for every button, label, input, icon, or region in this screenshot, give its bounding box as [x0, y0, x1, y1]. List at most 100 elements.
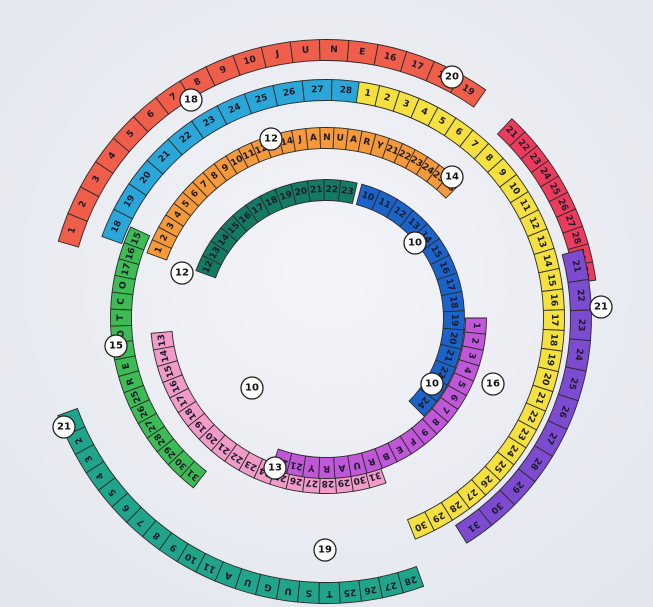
cell-label: U — [284, 585, 293, 596]
cell-label: 9 — [496, 167, 508, 178]
cell-label: T — [116, 314, 126, 321]
cell-label: 25 — [130, 389, 144, 404]
badge-circle — [240, 376, 264, 400]
calendar-cell — [406, 511, 435, 540]
band-october: 151617OCTOBER25262728293031 — [110, 226, 207, 489]
cell-label: A — [338, 462, 346, 473]
cell-label: 13 — [534, 234, 548, 249]
cell-label: R — [323, 463, 330, 473]
cell-label: E — [121, 362, 132, 370]
calendar-cell — [454, 508, 493, 544]
cell-label: 26 — [555, 197, 569, 213]
cell-label: A — [349, 135, 357, 146]
cell-label: S — [305, 587, 312, 597]
badge-circle — [440, 165, 464, 189]
cell-label: 9 — [418, 426, 429, 438]
cell-label: 7 — [136, 516, 147, 528]
cell-label: U — [352, 459, 361, 470]
cell-label: 30 — [413, 518, 429, 532]
cell-label: 3 — [466, 351, 477, 360]
badge-circle — [313, 538, 337, 562]
badge-circle — [440, 65, 464, 89]
cell-label: 5 — [181, 199, 193, 210]
cell-label: 26 — [556, 404, 570, 419]
cell-label: 15 — [545, 273, 557, 287]
cell-label: 12 — [526, 216, 540, 232]
cell-label: 17 — [443, 278, 456, 293]
cell-label: 26 — [289, 474, 303, 486]
badge-circle — [481, 372, 505, 396]
cell-label: 15 — [130, 231, 144, 246]
cell-label: 16 — [437, 260, 451, 275]
cell-label: 22 — [397, 149, 413, 163]
cell-label: 3 — [84, 453, 96, 463]
cell-label: 8 — [152, 529, 163, 541]
cell-label: 14 — [540, 254, 553, 269]
cell-label: 7 — [468, 139, 479, 151]
cell-label: 27 — [383, 579, 398, 592]
band-december: 13141516171819202122232425262728293031 — [150, 330, 387, 494]
cell-label: J — [274, 49, 280, 60]
cell-label: 21 — [385, 144, 400, 158]
cell-label: 4 — [419, 106, 429, 118]
cell-label: 29 — [337, 476, 351, 487]
cell-label: 18 — [110, 219, 124, 234]
cell-label: 4 — [95, 470, 107, 481]
badge-circle — [589, 295, 613, 319]
cell-label: 4 — [107, 150, 119, 161]
cell-label: 21 — [442, 348, 455, 363]
cell-label: B — [380, 450, 390, 462]
band-november: 1 234567891011121314151617181920212223242… — [355, 81, 565, 540]
cell-label: N — [323, 133, 331, 143]
cell-label: 14 — [280, 136, 294, 148]
cell-label: 10 — [360, 190, 375, 204]
cell-label: 8 — [193, 77, 203, 89]
cell-label: 3 — [91, 174, 103, 185]
cell-label: 28 — [403, 573, 418, 586]
cell-label: 11 — [202, 560, 218, 574]
cell-label: 24 — [573, 348, 585, 362]
cell-label: 9 — [219, 65, 229, 77]
cell-label: 28 — [569, 231, 582, 246]
badge-circle — [420, 372, 444, 396]
day-badge: 21 — [589, 295, 613, 319]
cell-label: U — [336, 133, 344, 144]
cell-label: 5 — [125, 129, 137, 140]
badge-circle — [403, 231, 427, 255]
cell-label: 1 — [364, 88, 372, 99]
cell-label: 6 — [121, 502, 133, 513]
cell-label: 13 — [157, 333, 169, 347]
badge-label: 18 — [184, 95, 198, 106]
cell-label: 15 — [163, 364, 177, 379]
badge-circle — [259, 127, 283, 151]
cell-label: 3 — [165, 221, 177, 231]
cell-label: 3 — [401, 99, 410, 111]
cell-label: 27 — [563, 214, 577, 229]
cell-label: 2 — [74, 435, 86, 445]
cell-label: 4 — [461, 365, 473, 374]
badge-circle — [170, 261, 194, 285]
cell-label: 4 — [172, 210, 184, 221]
badge-circle — [179, 88, 203, 112]
day-badge: 12 — [170, 261, 194, 285]
badge-label: 20 — [445, 72, 459, 83]
badge-label: 10 — [425, 379, 439, 390]
cell-label: 6 — [146, 109, 157, 121]
day-badge: 12 — [259, 127, 283, 151]
badge-label: 21 — [594, 302, 608, 313]
cell-label: 7 — [439, 404, 451, 415]
cell-label: 2 — [77, 199, 89, 209]
cell-label: 7 — [168, 92, 179, 104]
day-badge: 14 — [440, 165, 464, 189]
calendar-cell — [397, 565, 425, 594]
cell-label: 12 — [201, 259, 215, 274]
cell-label: 24 — [227, 102, 242, 116]
cell-label: A — [224, 569, 234, 581]
cell-label: 25 — [343, 586, 356, 597]
cell-label: 25 — [566, 376, 579, 391]
cell-label: 5 — [107, 487, 119, 498]
cell-label: 9 — [220, 163, 231, 175]
cell-label: 22 — [325, 185, 338, 196]
cell-label: 19 — [449, 314, 459, 327]
